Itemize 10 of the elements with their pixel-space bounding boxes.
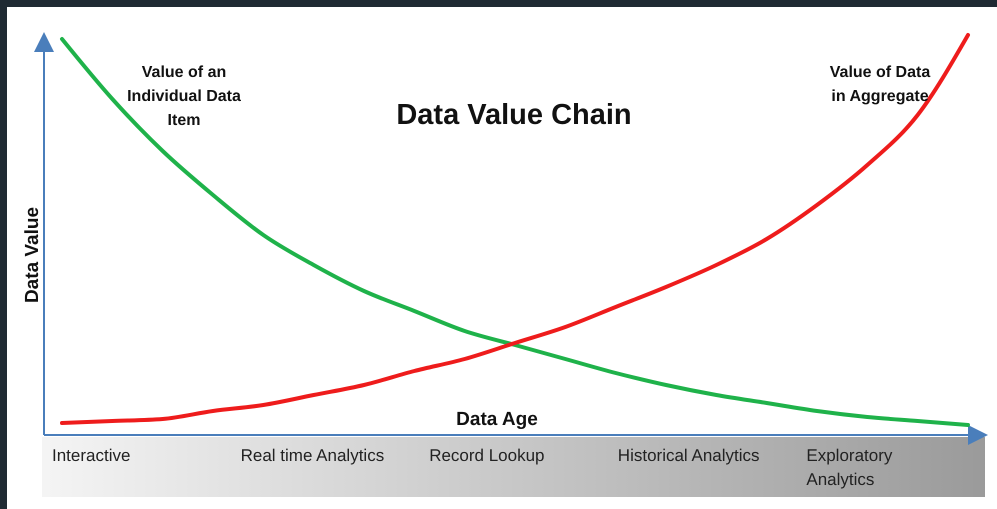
series-label: Value of Data in Aggregate (830, 64, 930, 105)
series-label: Value of an Individual Data Item (127, 64, 241, 129)
text: Data Value Chain (396, 99, 632, 131)
x-axis-title: Data Age (456, 409, 538, 430)
text: Interactive (52, 446, 130, 465)
text: Historical Analytics (618, 446, 760, 465)
text: Exploratory Analytics (806, 446, 893, 489)
y-axis-title: Data Value (22, 206, 43, 304)
text: Real time Analytics (240, 446, 384, 465)
text: Record Lookup (429, 446, 545, 465)
